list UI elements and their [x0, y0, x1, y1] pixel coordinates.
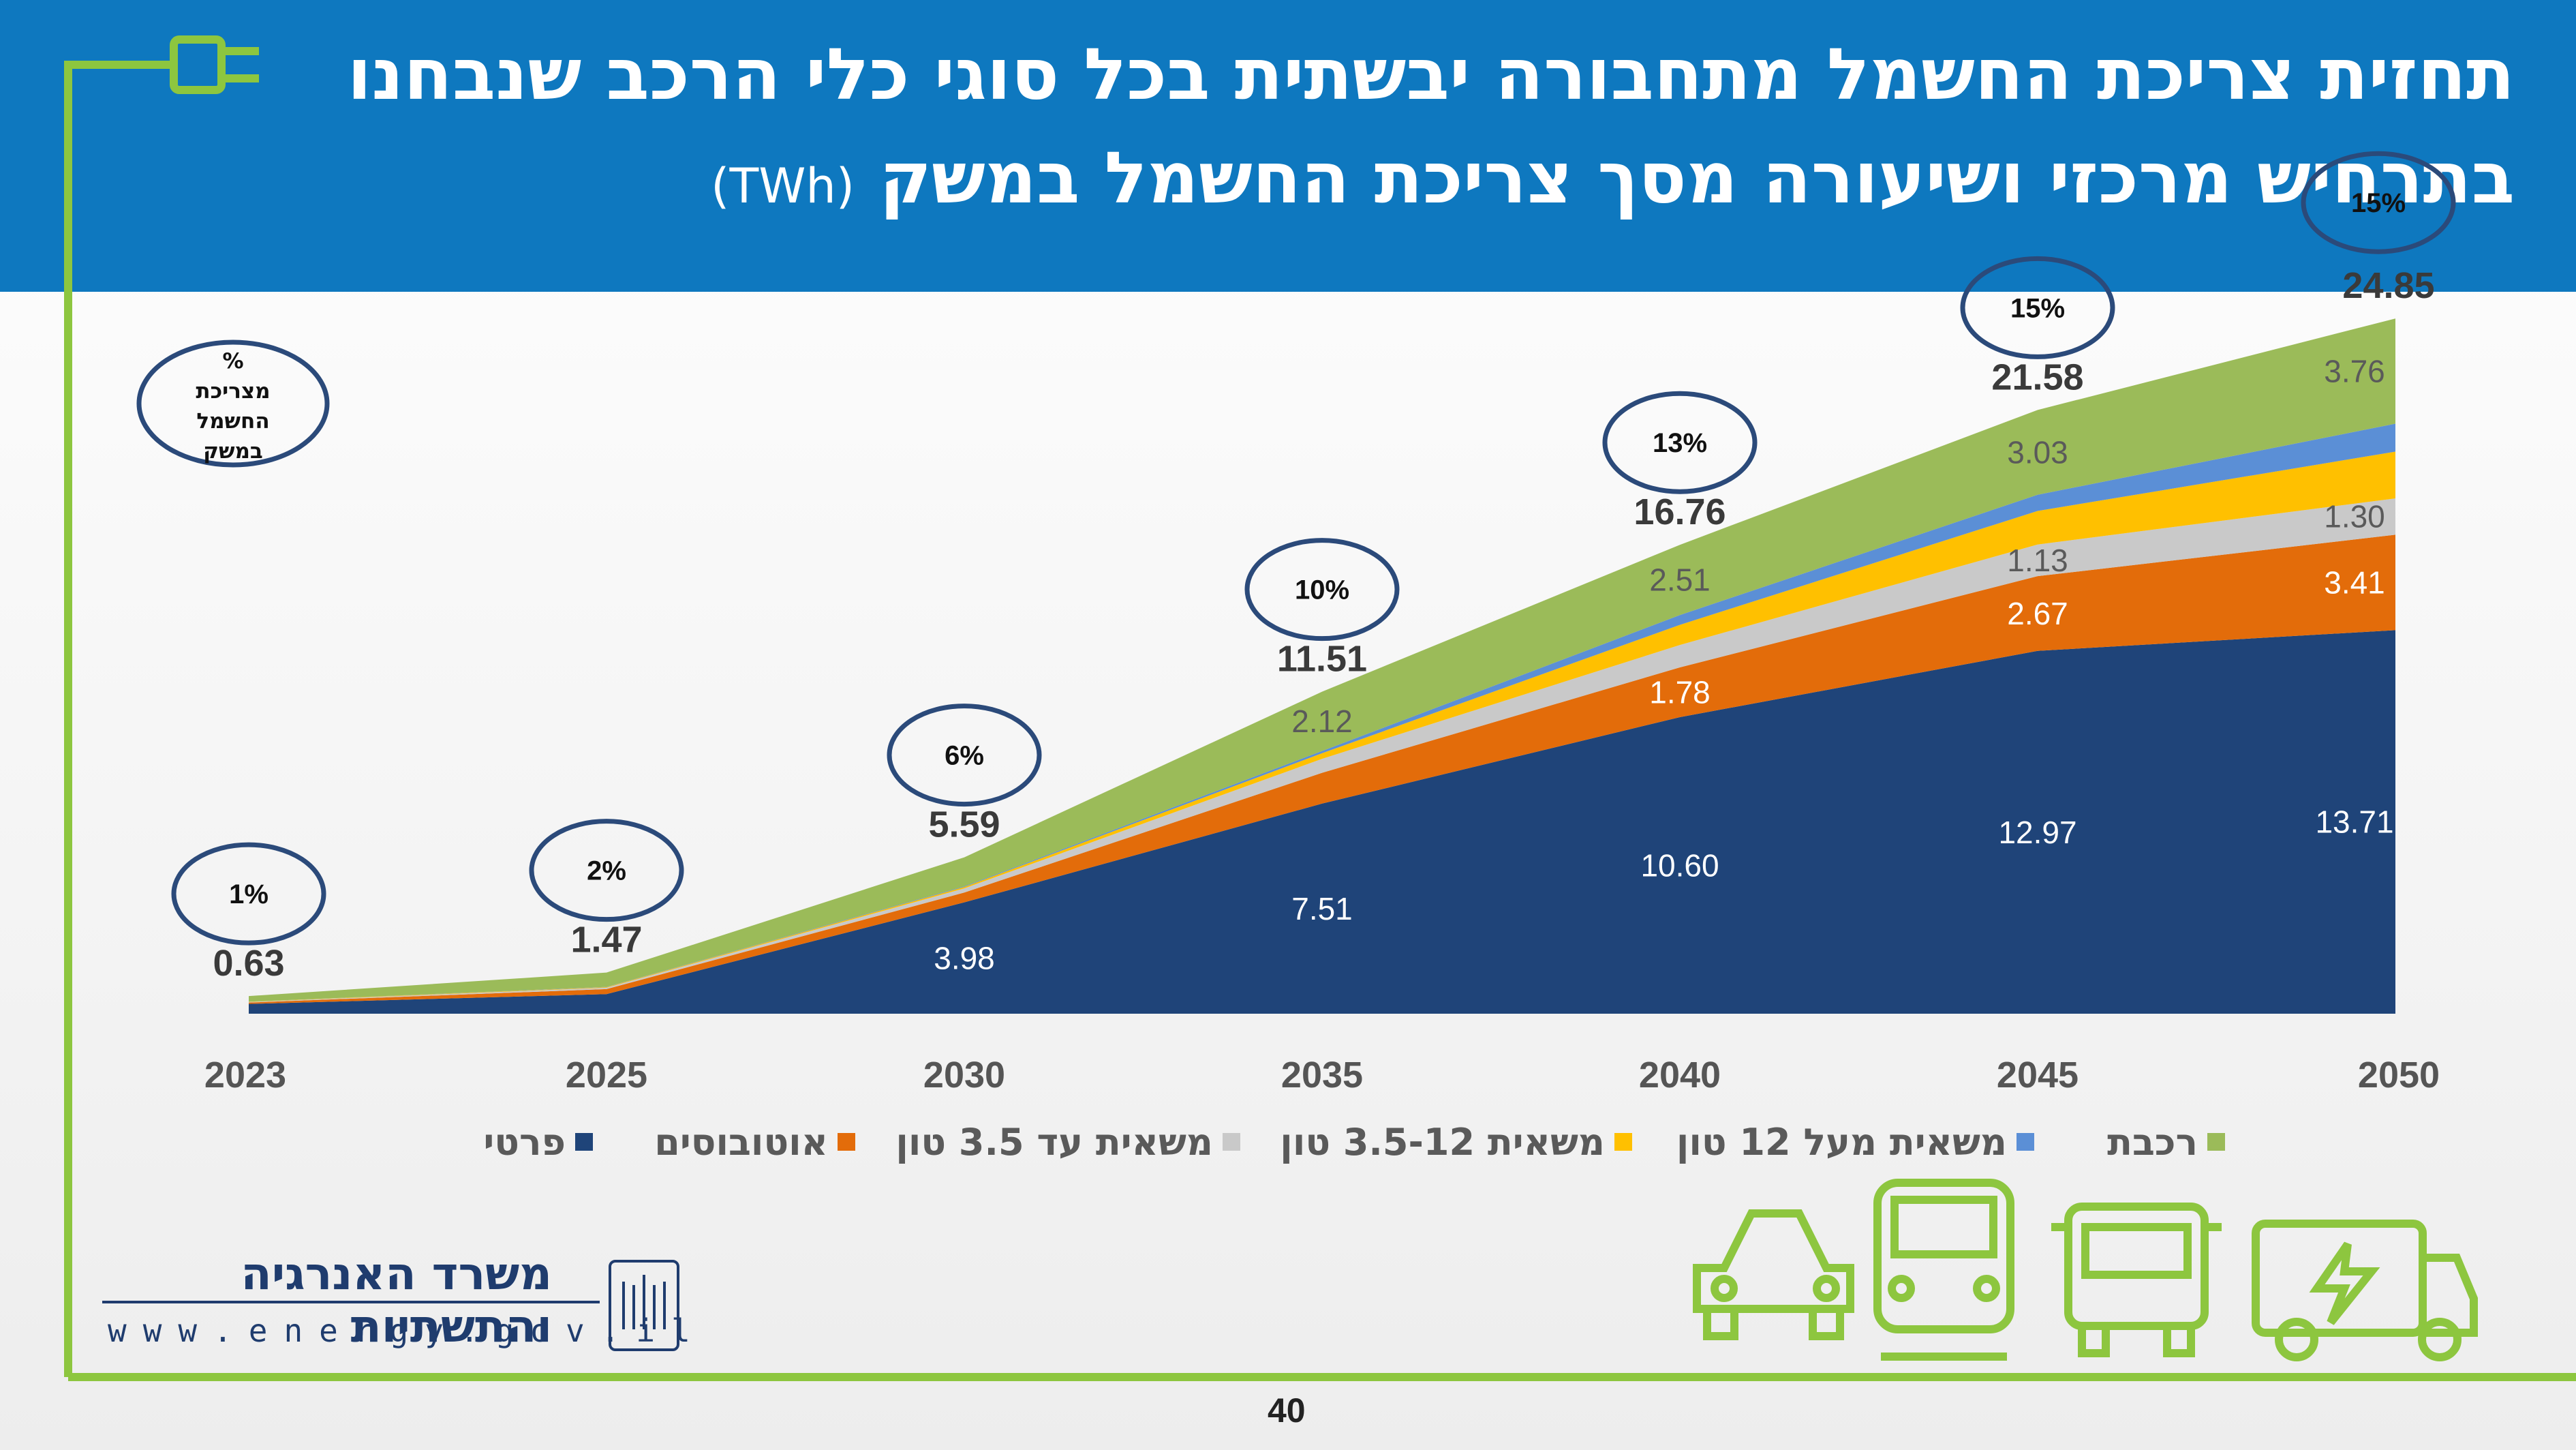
percent-label: 6% [945, 741, 984, 771]
legend-label: משאית 3.5-12 טון [1280, 1120, 1605, 1164]
series-data-label: 1.78 [1649, 674, 1711, 710]
legend-swatch [838, 1133, 855, 1151]
subtitle-text: בתרחיש מרכזי ושיעורה מסך צריכת החשמל במש… [879, 136, 2515, 220]
legend-item: אוטובוסים [654, 1118, 855, 1166]
percent-label: 1% [229, 879, 269, 909]
x-tick-label: 2025 [566, 1055, 647, 1096]
series-data-label: 3.98 [934, 940, 995, 976]
total-data-label: 21.58 [1991, 357, 2083, 397]
series-data-label: 1.30 [2324, 499, 2385, 534]
series-data-label: 2.12 [1291, 704, 1353, 739]
legend-swatch [2207, 1133, 2225, 1151]
legend-swatch [575, 1133, 593, 1151]
area-series-3 [249, 451, 2395, 1002]
series-data-label: 3.41 [2324, 564, 2385, 600]
legend-label: משאית עד 3.5 טון [895, 1120, 1213, 1164]
legend-label: רכבת [2107, 1120, 2198, 1164]
series-data-label: 13.71 [2315, 804, 2393, 840]
legend-swatch [2017, 1133, 2034, 1151]
state-emblem-icon [609, 1260, 679, 1351]
percent-circle [1244, 538, 1400, 641]
page-title: תחזית צריכת החשמל מתחבורה יבשתית בכל סוג… [347, 33, 2515, 116]
x-tick-label: 2050 [2358, 1055, 2440, 1096]
total-data-label: 1.47 [570, 920, 642, 961]
total-data-label: 11.51 [1277, 639, 1367, 680]
legend-swatch [1614, 1133, 1632, 1151]
series-data-label: 2.67 [2007, 596, 2068, 631]
percent-label: 15% [2010, 293, 2065, 323]
car-icon [1693, 1209, 1854, 1340]
series-data-label: 12.97 [1998, 815, 2076, 850]
chart-legend: פרטי אוטובוסים משאית עד 3.5 טון משאית 3.5-1… [0, 1118, 2576, 1166]
page-subtitle: בתרחיש מרכזי ושיעורה מסך צריכת החשמל במש… [711, 136, 2515, 220]
percent-label: 13% [1653, 428, 1707, 458]
percent-legend-circle: % מצריכת החשמל במשק [136, 339, 330, 468]
x-tick-label: 2030 [923, 1055, 1005, 1096]
percent-circle [1960, 256, 2115, 359]
series-data-label: 1.13 [2007, 543, 2068, 578]
percent-label: 10% [1295, 575, 1349, 605]
x-tick-label: 2035 [1281, 1055, 1363, 1096]
series-data-label: 3.76 [2324, 353, 2385, 389]
total-data-label: 0.63 [213, 943, 284, 984]
bus-icon [2051, 1203, 2222, 1357]
electric-truck-icon [2252, 1220, 2478, 1361]
train-icon [1873, 1179, 2014, 1361]
series-data-label: 3.03 [2007, 435, 2068, 470]
total-data-label: 5.59 [928, 804, 1000, 845]
percent-circle [2301, 151, 2456, 254]
x-tick-label: 2045 [1997, 1055, 2079, 1096]
percent-circle [529, 819, 684, 922]
header-banner [0, 0, 2576, 292]
legend-item: משאית עד 3.5 טון [895, 1118, 1240, 1166]
percent-legend-text: החשמל [196, 409, 269, 434]
area-series-5 [249, 318, 2395, 1002]
legend-item: פרטי [483, 1118, 593, 1166]
percent-legend-text: במשק [203, 439, 263, 464]
percent-label: 2% [587, 856, 626, 886]
legend-item: רכבת [2107, 1118, 2225, 1166]
percent-circle [1602, 391, 1758, 494]
percent-legend-text: % [222, 349, 243, 374]
subtitle-unit: (TWh) [711, 158, 855, 214]
series-data-label: 7.51 [1291, 891, 1353, 926]
series-data-label: 2.51 [1649, 562, 1711, 598]
legend-item: משאית מעל 12 טון [1676, 1118, 2034, 1166]
area-series-4 [249, 423, 2395, 1002]
series-data-label: 10.60 [1640, 847, 1719, 883]
area-series-0 [249, 630, 2395, 1014]
total-data-label: 24.85 [2342, 265, 2434, 306]
percent-legend-text: מצריכת [196, 379, 270, 404]
x-tick-label: 2040 [1639, 1055, 1721, 1096]
area-series-2 [249, 498, 2395, 1003]
plug-icon [64, 35, 2576, 1381]
legend-label: משאית מעל 12 טון [1676, 1120, 2007, 1164]
ministry-url[interactable]: www.energy.gov.il [108, 1312, 707, 1349]
percent-circle [887, 704, 1042, 807]
ministry-name: משרד האנרגיה והתשתיות [241, 1248, 552, 1353]
page-number: 40 [1268, 1391, 1306, 1430]
percent-label: 15% [2351, 188, 2406, 218]
legend-swatch [1223, 1133, 1240, 1151]
percent-circle [171, 842, 326, 946]
x-tick-label: 2023 [204, 1055, 286, 1096]
total-data-label: 16.76 [1634, 492, 1726, 532]
legend-label: פרטי [483, 1120, 566, 1164]
area-series-1 [249, 534, 2395, 1004]
legend-item: משאית 3.5-12 טון [1280, 1118, 1632, 1166]
legend-label: אוטובוסים [654, 1120, 828, 1164]
